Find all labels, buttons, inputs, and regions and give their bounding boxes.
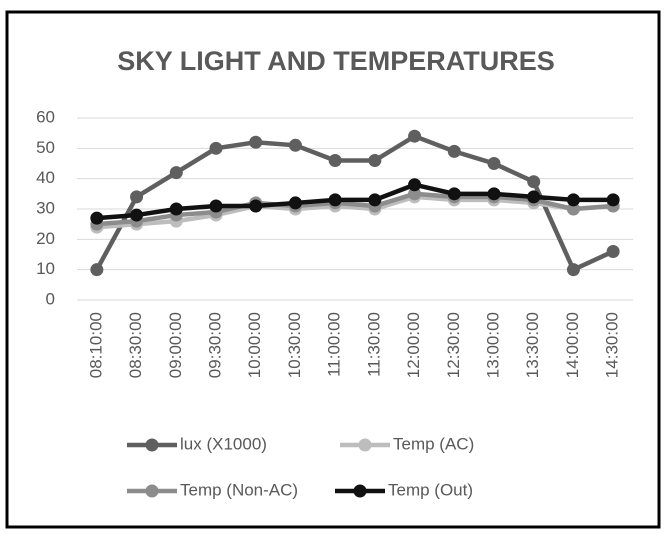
data-point	[408, 178, 422, 192]
x-tick-label: 09:00:00	[166, 312, 185, 378]
legend-marker	[145, 484, 159, 498]
data-point	[606, 193, 620, 207]
x-tick-label: 10:00:00	[245, 312, 264, 378]
data-point	[209, 199, 223, 213]
data-point	[328, 193, 342, 207]
legend-label: Temp (Non-AC)	[180, 480, 298, 499]
legend-label: lux (X1000)	[180, 434, 267, 453]
series-line	[94, 133, 615, 273]
data-point	[368, 153, 382, 167]
x-tick-label: 14:30:00	[603, 312, 622, 378]
data-point	[447, 144, 461, 158]
x-tick-label: 10:30:00	[285, 312, 304, 378]
y-tick-label: 20	[36, 229, 55, 248]
data-point	[249, 199, 263, 213]
y-tick-label: 60	[36, 107, 55, 126]
data-point	[566, 193, 580, 207]
data-point	[527, 190, 541, 204]
x-tick-label: 13:00:00	[483, 312, 502, 378]
data-point	[90, 211, 104, 225]
y-tick-label: 30	[36, 198, 55, 217]
data-point	[487, 187, 501, 201]
data-point	[487, 157, 501, 170]
y-tick-label: 10	[36, 259, 55, 278]
series-line	[96, 182, 614, 221]
y-tick-label: 0	[46, 289, 55, 308]
data-point	[130, 208, 144, 222]
x-tick-label: 14:00:00	[563, 312, 582, 378]
series-line	[96, 194, 614, 230]
data-point	[447, 187, 461, 201]
data-point	[169, 166, 183, 180]
y-tick-label: 40	[36, 168, 55, 187]
data-point	[368, 193, 382, 207]
data-point	[408, 129, 422, 143]
data-point	[249, 135, 263, 149]
x-tick-label: 11:30:00	[364, 312, 383, 377]
x-tick-label: 11:00:00	[325, 312, 344, 377]
y-tick-label: 50	[36, 138, 55, 157]
data-point	[328, 153, 342, 167]
data-point	[288, 138, 302, 152]
data-point	[90, 263, 104, 277]
data-point	[527, 175, 541, 189]
legend-marker	[353, 484, 367, 498]
data-point	[209, 141, 223, 155]
data-point	[288, 196, 302, 210]
x-tick-label: 09:30:00	[205, 312, 224, 378]
legend-label: Temp (Out)	[388, 480, 473, 499]
x-tick-label: 13:30:00	[523, 312, 542, 378]
data-point	[130, 190, 144, 204]
data-point	[408, 187, 422, 201]
series-line	[96, 191, 614, 227]
chart-title: SKY LIGHT AND TEMPERATURES	[117, 46, 555, 76]
data-point	[169, 202, 183, 216]
x-tick-label: 12:00:00	[404, 312, 423, 378]
data-point	[566, 202, 580, 216]
x-tick-label: 12:30:00	[444, 312, 463, 378]
data-point	[566, 263, 580, 277]
legend-marker	[145, 438, 159, 452]
data-point	[606, 244, 620, 258]
x-tick-label: 08:30:00	[126, 312, 145, 378]
legend-label: Temp (AC)	[393, 434, 474, 453]
legend-marker	[358, 438, 372, 452]
x-tick-label: 08:10:00	[86, 312, 105, 378]
